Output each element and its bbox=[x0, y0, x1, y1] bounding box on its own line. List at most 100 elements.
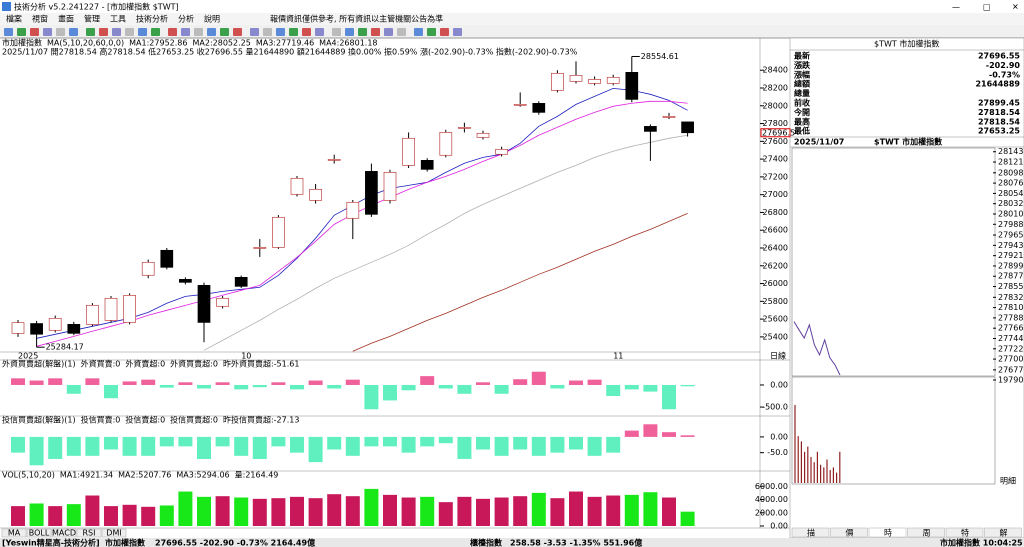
view-tab-label[interactable]: 時 bbox=[884, 529, 892, 538]
detail-label[interactable]: 明細 bbox=[1000, 476, 1016, 486]
flow-bar bbox=[122, 381, 137, 385]
view-tab[interactable] bbox=[984, 527, 1022, 538]
tool-button[interactable] bbox=[427, 28, 436, 36]
tool-button[interactable] bbox=[315, 28, 324, 36]
quote-value: 27818.54 bbox=[978, 108, 1020, 117]
tool-button[interactable] bbox=[358, 28, 367, 36]
view-tab[interactable] bbox=[868, 527, 907, 538]
tool-button[interactable] bbox=[4, 28, 13, 36]
candle-body bbox=[662, 116, 676, 118]
view-tab[interactable] bbox=[791, 527, 830, 538]
y-tick-label: 0.00 bbox=[770, 380, 788, 389]
view-tab[interactable] bbox=[907, 527, 945, 538]
indicator-tab[interactable] bbox=[76, 528, 102, 538]
quote-label: 漲跌 bbox=[794, 60, 811, 70]
tool-button[interactable] bbox=[453, 28, 462, 36]
indicator-tab-label[interactable]: RSI bbox=[83, 529, 96, 538]
menu-item[interactable]: 分析 bbox=[178, 14, 194, 24]
tool-button[interactable] bbox=[332, 28, 341, 36]
y-tick-label: 26200 bbox=[763, 261, 788, 270]
tool-button[interactable] bbox=[263, 28, 272, 36]
view-tab-label[interactable]: 解 bbox=[1000, 528, 1008, 538]
tool-button[interactable] bbox=[276, 28, 285, 36]
y-tick-label: -500.0 bbox=[762, 403, 788, 412]
tool-button[interactable] bbox=[17, 28, 26, 36]
menu-item[interactable]: 技術分析 bbox=[136, 14, 168, 24]
candle-body bbox=[67, 324, 81, 334]
indicator-tab[interactable] bbox=[51, 528, 77, 538]
flow-bar bbox=[252, 436, 267, 459]
close[interactable]: ✕ bbox=[1012, 3, 1019, 12]
flow-bar bbox=[662, 432, 676, 437]
tool-button[interactable] bbox=[371, 28, 380, 36]
view-tab-label[interactable]: 價 bbox=[846, 529, 854, 538]
y-tick-label: 27600 bbox=[763, 137, 788, 146]
flow-bar bbox=[383, 384, 397, 401]
quote-value: 27653.25 bbox=[978, 127, 1020, 136]
y-tick-label: 27800 bbox=[763, 119, 788, 128]
minimize[interactable]: — bbox=[952, 3, 960, 12]
tool-button[interactable] bbox=[168, 28, 177, 36]
tool-button[interactable] bbox=[220, 28, 229, 36]
tool-button[interactable] bbox=[69, 28, 78, 36]
tool-button[interactable] bbox=[302, 28, 311, 36]
flow-bar bbox=[606, 384, 621, 397]
tool-button[interactable] bbox=[397, 28, 406, 36]
candle-body bbox=[644, 126, 657, 132]
tool-button[interactable] bbox=[99, 28, 108, 36]
volume-bar bbox=[66, 504, 81, 526]
legend-item: MA1:4921.34 bbox=[60, 471, 113, 480]
tool-button[interactable] bbox=[345, 28, 354, 36]
flow-bar bbox=[438, 384, 453, 389]
menu-item[interactable]: 視窗 bbox=[32, 14, 48, 24]
view-tab[interactable] bbox=[945, 527, 984, 538]
tool-button[interactable] bbox=[86, 28, 95, 36]
volume-bar bbox=[401, 497, 416, 526]
menu-item[interactable]: 工具 bbox=[110, 15, 126, 24]
flow-bar bbox=[401, 436, 416, 453]
quote-label: 總額 bbox=[794, 79, 810, 89]
volume-bar bbox=[215, 496, 230, 526]
menu-item[interactable]: 說明 bbox=[204, 14, 220, 24]
tool-button[interactable] bbox=[138, 28, 147, 36]
candle-body bbox=[476, 132, 490, 138]
tool-button[interactable] bbox=[125, 28, 134, 36]
tool-button[interactable] bbox=[56, 28, 65, 36]
quote-label: 前收 bbox=[794, 98, 810, 108]
flow-bar bbox=[438, 436, 453, 444]
tool-button[interactable] bbox=[250, 28, 259, 36]
indicator-tab-label[interactable]: BOLL bbox=[29, 529, 50, 538]
ma-line bbox=[203, 134, 688, 351]
indicator-tab-label[interactable]: MA bbox=[8, 529, 21, 538]
view-tab-label[interactable]: 特 bbox=[961, 528, 969, 538]
candle-body bbox=[272, 216, 285, 248]
tool-button[interactable] bbox=[112, 28, 121, 36]
tool-button[interactable] bbox=[414, 28, 423, 36]
tool-button[interactable] bbox=[151, 28, 160, 36]
tool-button[interactable] bbox=[233, 28, 242, 36]
indicator-tab-label[interactable]: DMI bbox=[106, 529, 121, 538]
tool-button[interactable] bbox=[30, 28, 39, 36]
menu-item[interactable]: 檔案 bbox=[6, 14, 22, 24]
tool-button[interactable] bbox=[207, 28, 216, 36]
tool-button[interactable] bbox=[289, 28, 298, 36]
tool-button[interactable] bbox=[181, 28, 190, 36]
menu-item[interactable]: 管理 bbox=[84, 14, 100, 24]
tool-button[interactable] bbox=[384, 28, 393, 36]
indicator-tab[interactable] bbox=[1, 528, 27, 538]
candle-body bbox=[402, 137, 415, 166]
y-tick-label: 28121 bbox=[998, 158, 1023, 167]
indicator-tab-label[interactable]: MACD bbox=[52, 529, 76, 538]
candle-body bbox=[420, 160, 434, 170]
tool-button[interactable] bbox=[440, 28, 449, 36]
tool-button[interactable] bbox=[43, 28, 52, 36]
quote-label: 最新 bbox=[794, 51, 810, 61]
view-tab-label[interactable]: 描 bbox=[807, 528, 815, 538]
tool-button[interactable] bbox=[194, 28, 203, 36]
indicator-tab[interactable] bbox=[26, 528, 52, 538]
view-tab[interactable] bbox=[830, 527, 868, 538]
maximize[interactable]: □ bbox=[983, 3, 991, 12]
view-tab-label[interactable]: 周 bbox=[923, 529, 931, 538]
menu-item[interactable]: 畫面 bbox=[58, 14, 74, 24]
indicator-tab[interactable] bbox=[101, 528, 127, 538]
